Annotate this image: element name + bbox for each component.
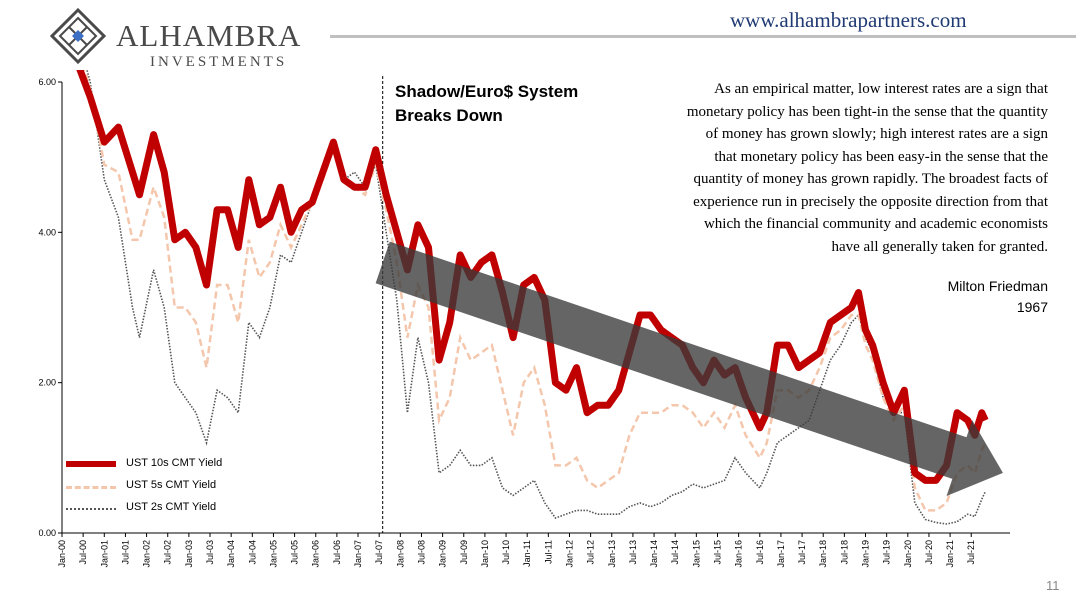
quote-line: quantity of money has grown rapidly. The… (693, 171, 1049, 187)
headline-line-1: Shadow/Euro$ System (395, 82, 579, 101)
brand-subtitle: INVESTMENTS (150, 54, 288, 70)
x-tick-label: Jan-11 (522, 540, 532, 567)
x-tick-label: Jul-06 (332, 540, 342, 565)
x-tick-label: Jul-10 (501, 540, 511, 565)
quote-line: As an empirical matter, low interest rat… (714, 81, 1048, 97)
trend-arrow-group (375, 241, 1003, 496)
headline: Shadow/Euro$ System Breaks Down (395, 80, 605, 128)
x-tick-label: Jan-17 (776, 540, 786, 568)
x-tick-label: Jan-01 (99, 540, 109, 568)
x-tick-label: Jan-06 (311, 540, 321, 568)
x-tick-label: Jan-15 (691, 540, 701, 568)
x-tick-label: Jan-04 (226, 540, 236, 568)
x-tick-label: Jan-16 (734, 540, 744, 568)
legend-swatch-10y (66, 461, 116, 467)
quote-line: that monetary policy has been easy-in th… (714, 148, 1048, 165)
series-line-5y (83, 70, 987, 512)
legend-item-5y: UST 5s CMT Yield (66, 478, 266, 500)
page-number: 11 (1046, 578, 1060, 593)
legend-label-2y: UST 2s CMT Yield (126, 501, 217, 513)
quote-year: 1967 (1016, 299, 1048, 315)
x-tick-label: Jan-14 (649, 540, 659, 568)
x-tick-label: Jan-21 (945, 540, 955, 568)
alhambra-logo: ALHAMBRA INVESTMENTS (50, 8, 330, 70)
trend-arrow (375, 241, 1003, 496)
x-tick-label: Jul-11 (543, 540, 553, 564)
y-tick-label: 0.00 (38, 528, 56, 538)
quote-line: of money has grown slowly; high interest… (705, 126, 1048, 142)
legend-swatch-2y (66, 508, 116, 510)
quote-line: have all generally taken for granted. (831, 238, 1048, 255)
x-tick-label: Jan-02 (142, 540, 152, 568)
legend-label-10y: UST 10s CMT Yield (126, 457, 223, 469)
y-tick-label: 6.00 (38, 77, 56, 87)
x-tick-label: Jul-20 (924, 540, 934, 565)
x-tick-label: Jul-02 (163, 540, 173, 565)
x-tick-label: Jan-07 (353, 540, 363, 568)
brand-name: ALHAMBRA (116, 18, 302, 53)
x-tick-label: Jan-00 (57, 540, 67, 568)
headline-line-2: Breaks Down (395, 106, 503, 125)
x-tick-label: Jan-12 (564, 540, 574, 568)
chart-legend: UST 10s CMT Yield UST 5s CMT Yield UST 2… (66, 456, 266, 522)
x-tick-label: Jul-18 (839, 540, 849, 565)
chart-axes: 0.00 2.00 4.00 6.00 Jan-00 Jul-00 Jan-01 Jul-01… (38, 77, 1010, 568)
x-tick-label: Jul-07 (374, 540, 384, 565)
legend-item-10y: UST 10s CMT Yield (66, 456, 266, 478)
series-line-2y (86, 70, 987, 525)
x-tick-label: Jul-08 (416, 540, 426, 565)
y-tick-label: 2.00 (38, 378, 56, 388)
x-tick-label: Jul-21 (966, 540, 976, 565)
x-tick-label: Jan-09 (438, 540, 448, 568)
x-tick-label: Jul-15 (712, 540, 722, 565)
y-tick-label: 4.00 (38, 227, 56, 237)
quote-line: experience run in precisely the opposite… (693, 193, 1048, 210)
header-rule (330, 35, 1076, 38)
legend-item-2y: UST 2s CMT Yield (66, 500, 266, 522)
x-tick-label: Jan-13 (607, 540, 617, 568)
quote-line: monetary policy has been tight-in the se… (686, 103, 1048, 120)
x-tick-label: Jul-00 (78, 540, 88, 565)
quote-attribution: Milton Friedman 1967 (860, 276, 1048, 318)
x-tick-label: Jan-19 (861, 540, 871, 568)
quote-line: which the financial community and academ… (703, 216, 1048, 232)
website-link[interactable]: www.alhambrapartners.com (730, 8, 967, 32)
x-tick-label: Jan-20 (903, 540, 913, 568)
x-tick-label: Jan-10 (480, 540, 490, 568)
x-tick-label: Jul-13 (628, 540, 638, 565)
x-tick-label: Jul-04 (247, 540, 257, 565)
yield-chart: 0.00 2.00 4.00 6.00 Jan-00 Jul-00 Jan-01 Jul-01… (38, 70, 1010, 568)
diamond-lattice-icon (50, 8, 106, 64)
x-tick-label: Jan-18 (818, 540, 828, 568)
x-tick-label: Jan-03 (184, 540, 194, 568)
legend-swatch-5y (66, 486, 116, 489)
legend-label-5y: UST 5s CMT Yield (126, 479, 217, 491)
x-tick-label: Jul-03 (205, 540, 215, 565)
x-tick-label: Jul-05 (290, 540, 300, 565)
friedman-quote: As an empirical matter, low interest rat… (600, 78, 1048, 258)
x-tick-label: Jul-12 (586, 540, 596, 565)
x-tick-label: Jul-17 (797, 540, 807, 565)
x-tick-label: Jul-01 (120, 540, 130, 565)
x-tick-label: Jan-05 (268, 540, 278, 568)
x-tick-label: Jul-19 (882, 540, 892, 565)
x-tick-label: Jul-09 (459, 540, 469, 565)
x-tick-label: Jan-08 (395, 540, 405, 568)
x-tick-label: Jul-16 (755, 540, 765, 565)
x-tick-label: Jul-14 (670, 540, 680, 565)
quote-author: Milton Friedman (947, 278, 1048, 294)
